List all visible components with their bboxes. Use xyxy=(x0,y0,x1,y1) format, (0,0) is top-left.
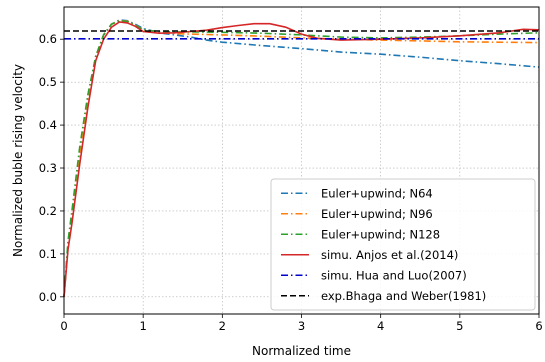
x-tick-label: 2 xyxy=(219,319,226,333)
legend-entry: simu. Anjos et al.(2014) xyxy=(321,248,458,262)
y-axis-label: Normalized buble rising velocity xyxy=(11,64,25,257)
x-axis-label: Normalized time xyxy=(252,344,351,358)
legend-entry: Euler+upwind; N128 xyxy=(321,227,440,241)
y-tick-label: 0.0 xyxy=(39,290,57,304)
legend-box xyxy=(270,178,536,311)
x-tick-label: 3 xyxy=(298,319,305,333)
y-tick-label: 0.3 xyxy=(39,161,57,175)
y-tick-label: 0.6 xyxy=(39,32,57,46)
legend-entry: Euler+upwind; N96 xyxy=(321,207,433,221)
x-tick-label: 4 xyxy=(377,319,384,333)
series-lines xyxy=(63,19,540,297)
x-tick-label: 6 xyxy=(535,319,542,333)
y-tick-label: 0.1 xyxy=(39,247,57,261)
y-tick-label: 0.5 xyxy=(39,75,57,89)
x-tick-label: 5 xyxy=(456,319,463,333)
x-tick-label: 0 xyxy=(60,319,67,333)
legend: Euler+upwind; N64 Euler+upwind; N96 Euler+… xyxy=(270,178,536,311)
axis-ticks: 0 1 2 3 4 5 6 0.0 0.1 0.2 0.3 0.4 0.5 0.6 xyxy=(39,32,543,333)
y-tick-label: 0.2 xyxy=(39,204,57,218)
x-tick-label: 1 xyxy=(140,319,147,333)
legend-entry: simu. Hua and Luo(2007) xyxy=(321,268,467,282)
legend-entry: exp.Bhaga and Weber(1981) xyxy=(321,289,486,303)
legend-entry: Euler+upwind; N64 xyxy=(321,186,433,200)
y-tick-label: 0.4 xyxy=(39,118,57,132)
series-line-3 xyxy=(63,19,540,297)
